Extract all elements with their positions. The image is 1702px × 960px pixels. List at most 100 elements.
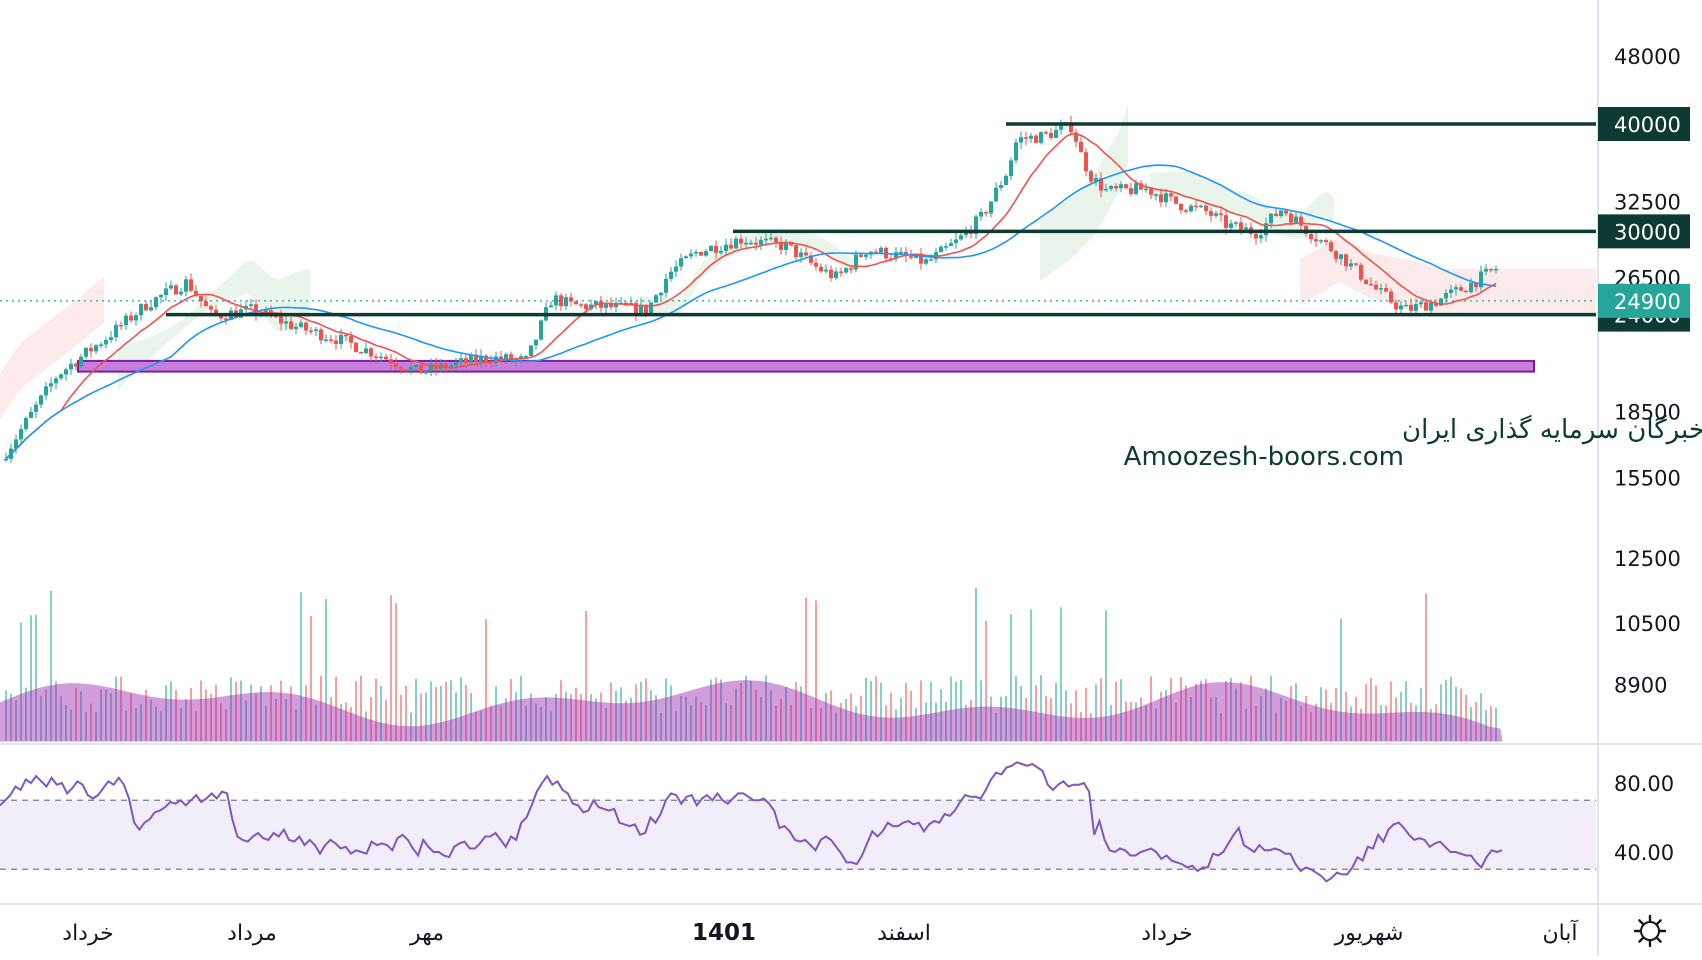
candle-body xyxy=(64,369,68,375)
volume-bar xyxy=(145,689,147,741)
volume-bar xyxy=(915,707,917,741)
volume-bar xyxy=(110,693,112,741)
volume-bar xyxy=(970,699,972,741)
volume-bar xyxy=(1015,676,1017,741)
candle-body xyxy=(1099,178,1103,191)
candle-body xyxy=(1314,239,1318,242)
candle-body xyxy=(254,304,258,315)
candle-body xyxy=(1359,264,1363,280)
volume-bar xyxy=(315,704,317,741)
volume-bar xyxy=(130,693,132,741)
volume-bar xyxy=(815,600,817,741)
volume-bar xyxy=(1060,607,1062,741)
candle-body xyxy=(664,278,668,293)
volume-bar xyxy=(375,678,377,741)
candle-body xyxy=(149,307,153,311)
horizontal-levels xyxy=(166,122,1596,317)
candle-body xyxy=(989,201,993,214)
candle-body xyxy=(854,254,858,270)
volume-bar xyxy=(1070,703,1072,741)
volume-bar xyxy=(825,692,827,741)
volume-bar xyxy=(945,701,947,741)
candle-body xyxy=(999,185,1003,188)
volume-bar xyxy=(1415,705,1417,741)
candle-body xyxy=(124,315,128,326)
candle-body xyxy=(129,315,133,321)
candle-body xyxy=(564,297,568,307)
volume-bar xyxy=(735,688,737,741)
volume-bar xyxy=(1455,687,1457,741)
candle-body xyxy=(769,237,773,240)
support-zone xyxy=(77,359,1535,373)
candle-body xyxy=(199,295,203,302)
gear-icon[interactable] xyxy=(1633,914,1667,948)
volume-bar xyxy=(10,693,12,741)
candle-body xyxy=(719,250,723,253)
candle-body xyxy=(324,339,328,341)
volume-bar xyxy=(690,704,692,741)
candle-body xyxy=(1274,213,1278,217)
price-axis-label: 12500 xyxy=(1614,547,1681,571)
volume-bar xyxy=(395,603,397,741)
candle-body xyxy=(1159,194,1163,203)
volume-bar xyxy=(765,675,767,741)
volume-bar xyxy=(995,712,997,741)
volume-bar xyxy=(390,595,392,741)
volume-bar xyxy=(1215,696,1217,741)
candle-body xyxy=(1079,141,1083,153)
volume-bar xyxy=(1450,676,1452,741)
volume-bar xyxy=(370,696,372,741)
volume-bar xyxy=(975,587,977,741)
volume-bar xyxy=(930,682,932,741)
candle-body xyxy=(1004,175,1008,186)
volume-bar xyxy=(925,702,927,741)
volume-bar xyxy=(525,705,527,741)
candle-body xyxy=(1384,288,1388,292)
price-axis-label: 15500 xyxy=(1614,467,1681,491)
volume-bar xyxy=(560,680,562,741)
volume-bar xyxy=(650,690,652,741)
candle-body xyxy=(699,251,703,256)
candle-body xyxy=(1254,233,1258,239)
candle-body xyxy=(224,318,228,320)
candle-body xyxy=(1034,135,1038,143)
volume-bar xyxy=(955,681,957,741)
volume-bar xyxy=(895,709,897,741)
volume-bar xyxy=(920,680,922,741)
volume-bar xyxy=(1210,697,1212,741)
candle-body xyxy=(819,266,823,272)
candle-body xyxy=(639,304,643,315)
candle-body xyxy=(29,411,33,418)
candle-body xyxy=(834,271,838,278)
candle-body xyxy=(1024,137,1028,139)
volume-bar xyxy=(950,676,952,741)
candle-body xyxy=(894,252,898,259)
candle-body xyxy=(494,356,498,363)
volume-pane xyxy=(0,587,1503,742)
volume-bar xyxy=(70,709,72,741)
volume-bar xyxy=(1345,691,1347,741)
candle-body xyxy=(179,291,183,295)
volume-bar xyxy=(75,687,77,741)
candle-body xyxy=(499,356,503,360)
candle-body xyxy=(204,301,208,307)
volume-bar xyxy=(1050,698,1052,741)
volume-bar xyxy=(635,684,637,741)
candle-body xyxy=(954,239,958,244)
volume-bar xyxy=(1330,702,1332,741)
candle-body xyxy=(704,251,708,256)
candle-body xyxy=(789,242,793,246)
volume-bar xyxy=(720,679,722,741)
volume-bar xyxy=(790,704,792,741)
candle-body xyxy=(689,253,693,257)
rsi-axis-label: 80.00 xyxy=(1614,772,1674,796)
price-axis-label: 10500 xyxy=(1614,612,1681,636)
candle-body xyxy=(334,340,338,344)
candle-body xyxy=(354,342,358,353)
volume-bar xyxy=(230,677,232,741)
volume-bar xyxy=(1095,684,1097,741)
candle-body xyxy=(484,355,488,362)
candle-body xyxy=(1469,282,1473,293)
candle-body xyxy=(979,212,983,217)
